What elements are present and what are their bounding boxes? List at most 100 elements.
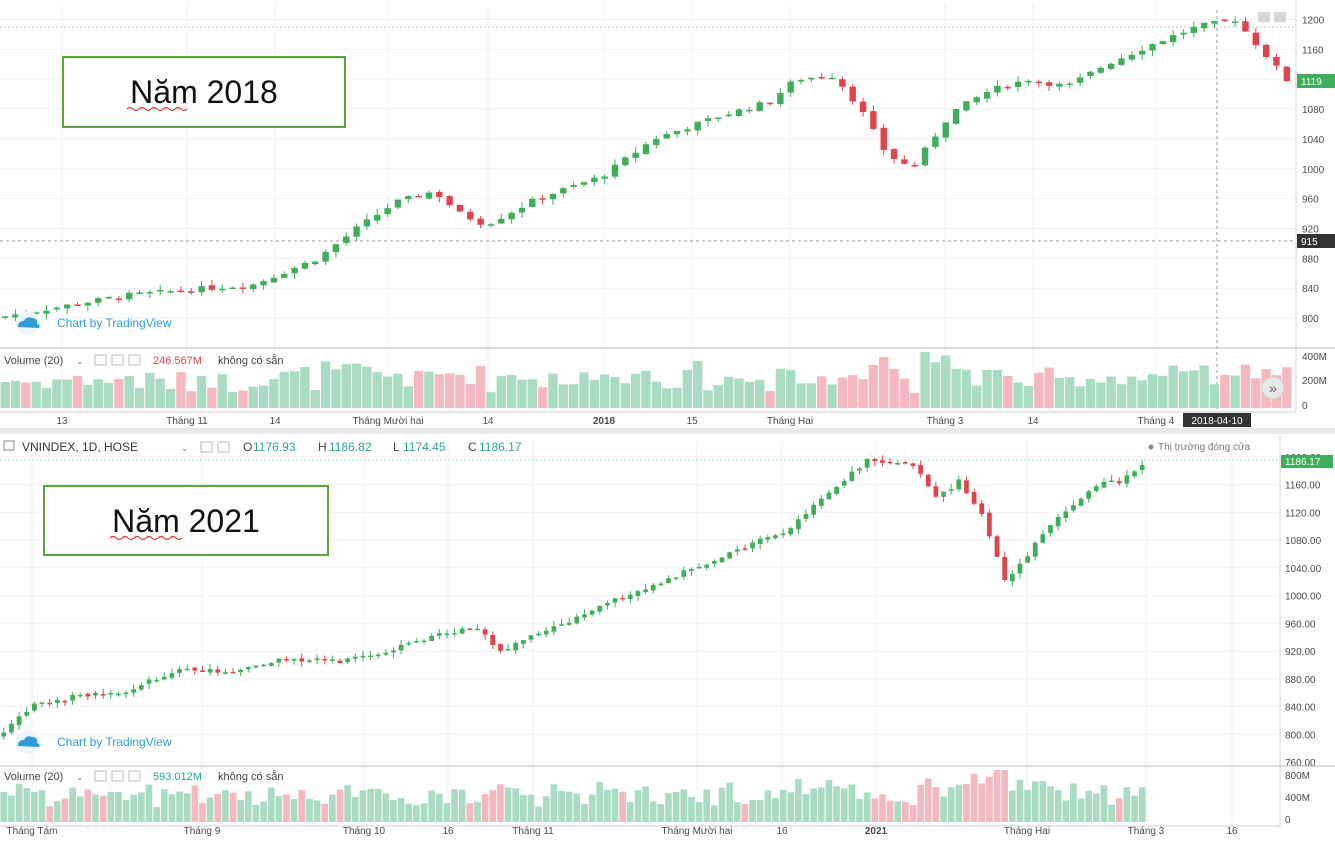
volume-bar [868,364,879,408]
volume-bar [634,790,642,822]
volume-bar [726,782,733,822]
volume-settings-icon[interactable] [94,354,107,366]
volume-bar [537,387,548,408]
volume-bar [206,797,214,822]
candle-body [620,597,626,600]
volume-bar [76,796,84,822]
volume-bar [320,361,331,408]
candle-body [796,519,801,530]
candle-body [612,598,618,603]
candle-body [1149,44,1156,51]
time-tick-label: 16 [442,826,454,837]
ohlc-open-label: O [243,440,252,454]
volume-hide-icon[interactable] [111,354,124,366]
candle-body [658,583,664,586]
collapse-legend-icon[interactable] [3,440,15,451]
price-tick-label: 1120.00 [1285,508,1321,519]
volume-bar [806,383,817,408]
volume-bar [1108,804,1115,822]
candle-body [131,689,137,693]
volume-bar [724,376,734,408]
volume-bar [1054,377,1065,408]
candle-body [921,147,929,166]
volume-tick-label: 200M [1302,376,1327,387]
tradingview-watermark[interactable]: Chart by TradingView [16,311,172,335]
volume-close-icon[interactable] [128,770,141,782]
volume-bar [252,804,260,822]
crosshair-date-tag-bg [1183,413,1251,427]
candles [1,455,1145,741]
pane-close-icon[interactable] [1274,12,1286,22]
volume-settings-icon[interactable] [94,770,107,782]
symbol-hide-icon[interactable] [217,441,230,453]
last-price-tag-bg [1281,455,1333,468]
volume-bar [1168,365,1178,408]
candle-body [941,491,946,497]
volume-bar [130,794,138,822]
time-axis[interactable]: Tháng Tám Tháng 9 Tháng 10 16 Tháng 11 Tháng … [7,826,1238,837]
candle-body [123,692,129,695]
candle-body [62,700,68,703]
volume-bar [93,379,103,408]
volume-bar [269,379,279,408]
volume-bar [1003,376,1013,408]
candle-body [487,224,495,226]
price-axis[interactable]: 120011601120108010401000960920880840800 [1302,15,1325,325]
scroll-to-latest-button[interactable]: » [1261,376,1285,400]
volume-axis[interactable]: 400M 200M 0 [1302,352,1327,412]
volume-dropdown-icon[interactable]: ⌄ [76,356,84,366]
candle-body [184,668,190,671]
candle-body [360,655,366,658]
volume-bar [858,379,868,408]
volume-bar [1047,786,1054,822]
price-axis[interactable]: 1200.001160.001120.001080.001040.001000.… [1285,453,1322,769]
candle-body [307,660,312,663]
candle-body [261,664,266,667]
time-tick-label: Tháng 11 [512,826,554,837]
volume-hide-icon[interactable] [111,770,124,782]
volume-bar [103,383,114,408]
symbol-title[interactable]: VNINDEX, 1D, HOSE [22,440,138,454]
volume-close-icon[interactable] [128,354,141,366]
candle-body [498,644,503,651]
time-axis[interactable]: 13 Tháng 11 14 Tháng Mười hai 14 2018 15 Tháng … [56,416,1174,427]
volume-value: 593.012M [153,771,202,783]
candle-body [105,297,112,299]
volume-bar [568,384,579,408]
volume-bar [579,372,589,408]
volume-bar [336,789,344,822]
candle-body [828,77,836,80]
symbol-settings-icon[interactable] [200,441,213,453]
candle-body [666,578,671,584]
volume-bar [899,378,910,408]
volume-bar [550,784,558,822]
time-tick-label: 15 [686,416,698,427]
tradingview-watermark[interactable]: Chart by TradingView [16,730,172,754]
volume-bar [856,798,863,822]
candle-body [281,273,288,278]
candle-body [270,277,278,283]
volume-bar [863,792,871,822]
volume-bar [497,784,504,822]
volume-bar [458,789,466,822]
candle-body [352,656,358,659]
volume-bar [599,374,610,408]
candle-body [910,463,916,466]
volume-dropdown-icon[interactable]: ⌄ [76,772,84,782]
year-label: Năm 2018 [130,74,278,110]
candle-body [611,164,619,177]
volume-bar [351,363,362,408]
candle-body [627,594,633,600]
pane-maximize-icon[interactable] [1258,12,1270,22]
symbol-dropdown-icon[interactable]: ⌄ [181,443,189,453]
volume-bar [1065,377,1075,408]
volume-bar [558,790,565,822]
volume-bar [1158,376,1168,408]
candle-body [167,291,174,293]
candle-body [777,93,784,104]
volume-axis[interactable]: 800M 400M 0 [1285,771,1310,826]
volume-bar [283,794,290,822]
candle-body [890,149,898,159]
candle-body [1025,80,1032,83]
